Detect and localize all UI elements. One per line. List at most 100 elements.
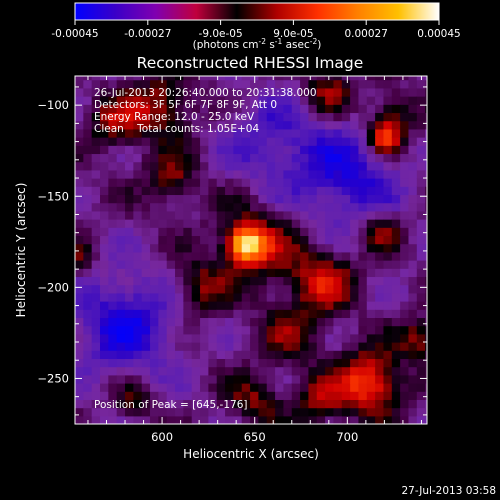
heatmap-pixel [183, 260, 193, 269]
heatmap-pixel [350, 87, 360, 97]
heatmap-pixel [350, 227, 360, 237]
heatmap-pixel [366, 325, 376, 335]
heatmap-pixel [150, 219, 159, 228]
heatmap-pixel [425, 358, 427, 368]
heatmap-pixel [116, 79, 126, 89]
heatmap-pixel [408, 284, 418, 294]
heatmap-pixel [75, 407, 84, 417]
heatmap-pixel [258, 169, 268, 179]
heatmap-pixel [291, 243, 301, 253]
heatmap-pixel [183, 169, 193, 179]
heatmap-pixel [250, 276, 260, 286]
heatmap-pixel [125, 153, 134, 163]
heatmap-pixel [125, 161, 134, 171]
heatmap-pixel [333, 87, 343, 97]
heatmap-pixel [366, 145, 376, 155]
heatmap-pixel [191, 333, 201, 343]
heatmap-pixel [266, 309, 276, 319]
heatmap-pixel [408, 301, 418, 310]
heatmap-pixel [108, 96, 118, 105]
heatmap-pixel [216, 112, 226, 122]
heatmap-pixel [208, 309, 218, 319]
heatmap-pixel [83, 391, 93, 400]
heatmap-pixel [233, 169, 243, 179]
heatmap-pixel [141, 202, 151, 212]
heatmap-pixel [150, 407, 159, 417]
heatmap-pixel [83, 350, 93, 360]
heatmap-pixel [425, 210, 427, 220]
heatmap-pixel [133, 79, 143, 89]
heatmap-pixel [375, 391, 385, 400]
heatmap-pixel [208, 96, 218, 105]
heatmap-pixel [416, 219, 426, 228]
heatmap-pixel [308, 383, 318, 392]
heatmap-pixel [233, 374, 243, 384]
heatmap-pixel [258, 227, 268, 237]
heatmap-pixel [325, 96, 335, 105]
heatmap-pixel [275, 366, 285, 376]
heatmap-pixel [250, 391, 260, 400]
heatmap-pixel [116, 202, 126, 212]
heatmap-pixel [75, 399, 84, 409]
heatmap-pixel [383, 333, 393, 343]
heatmap-pixel [233, 120, 243, 130]
heatmap-pixel [308, 333, 318, 343]
heatmap-pixel [200, 210, 209, 220]
heatmap-pixel [258, 407, 268, 417]
heatmap-pixel [275, 178, 285, 187]
heatmap-pixel [325, 374, 335, 384]
heatmap-pixel [400, 104, 410, 114]
heatmap-pixel [150, 128, 159, 138]
heatmap-pixel [183, 96, 193, 105]
heatmap-pixel [133, 161, 143, 171]
heatmap-pixel [425, 186, 427, 196]
heatmap-pixel [416, 112, 426, 122]
heatmap-pixel [83, 137, 93, 146]
heatmap-pixel [100, 399, 109, 409]
heatmap-pixel [108, 79, 118, 89]
heatmap-pixel [75, 292, 84, 302]
heatmap-pixel [383, 178, 393, 187]
heatmap-pixel [125, 227, 134, 237]
x-tick-label: 700 [336, 430, 358, 444]
heatmap-pixel [125, 358, 134, 368]
heatmap-pixel [350, 235, 360, 245]
heatmap-pixel [241, 219, 251, 228]
heatmap-pixel [183, 301, 193, 310]
heatmap-pixel [233, 415, 243, 424]
heatmap-pixel [175, 415, 184, 424]
heatmap-pixel [316, 79, 326, 89]
heatmap-pixel [250, 79, 260, 89]
heatmap-pixel [116, 178, 126, 187]
heatmap-pixel [191, 243, 201, 253]
heatmap-pixel [425, 391, 427, 400]
heatmap-pixel [166, 276, 176, 286]
heatmap-pixel [166, 145, 176, 155]
heatmap-pixel [91, 120, 101, 130]
heatmap-pixel [216, 153, 226, 163]
heatmap-pixel [266, 276, 276, 286]
heatmap-pixel [233, 342, 243, 351]
heatmap-pixel [358, 219, 368, 228]
heatmap-pixel [391, 325, 401, 335]
heatmap-pixel [350, 112, 360, 122]
heatmap-pixel [233, 96, 243, 105]
heatmap-pixel [400, 407, 410, 417]
heatmap-pixel [225, 333, 234, 343]
heatmap-pixel [300, 317, 310, 327]
heatmap-pixel [141, 235, 151, 245]
heatmap-pixel [183, 137, 193, 146]
heatmap-pixel [375, 292, 385, 302]
heatmap-pixel [241, 161, 251, 171]
heatmap-pixel [208, 202, 218, 212]
heatmap-pixel [250, 161, 260, 171]
heatmap-pixel [425, 268, 427, 278]
heatmap-pixel [308, 243, 318, 253]
heatmap-pixel [283, 391, 293, 400]
heatmap-pixel [91, 317, 101, 327]
heatmap-pixel [75, 104, 84, 114]
heatmap-pixel [416, 87, 426, 97]
heatmap-pixel [308, 309, 318, 319]
heatmap-pixel [91, 104, 101, 114]
heatmap-pixel [150, 79, 159, 89]
